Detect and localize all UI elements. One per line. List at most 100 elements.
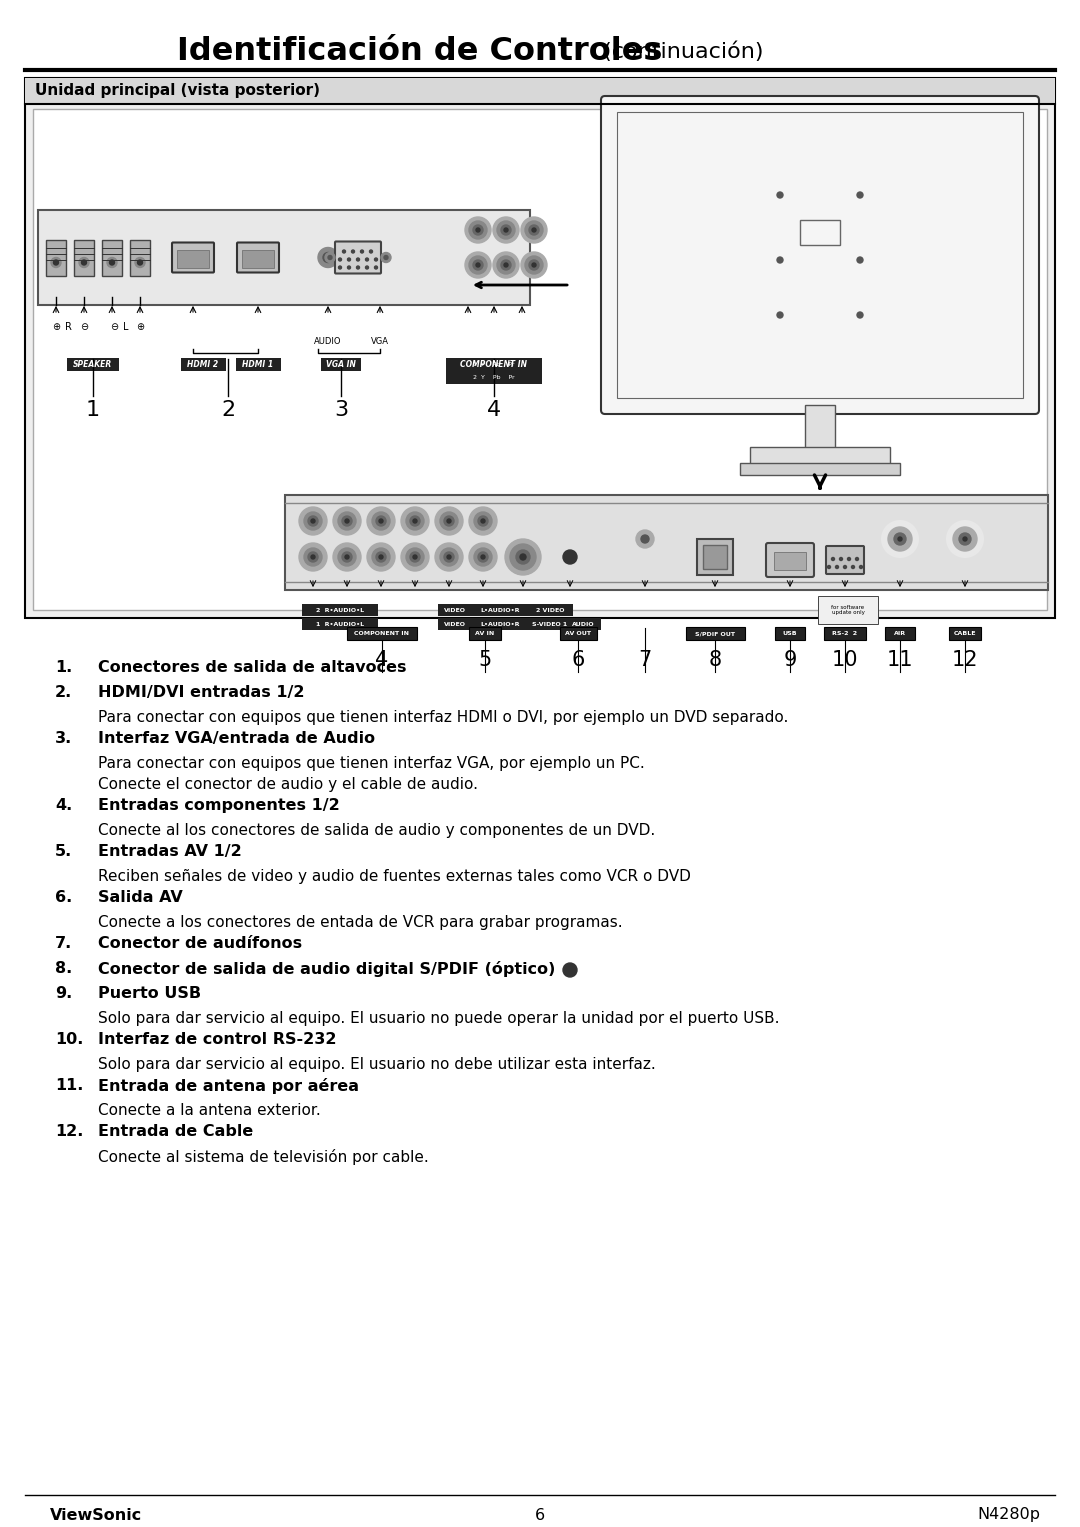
Text: USB: USB: [783, 631, 797, 637]
Text: Conecte al los conectores de salida de audio y componentes de un DVD.: Conecte al los conectores de salida de a…: [98, 823, 656, 838]
Text: ⊖: ⊖: [110, 322, 118, 331]
Text: Conecte a los conectores de entada de VCR para grabar programas.: Conecte a los conectores de entada de VC…: [98, 915, 623, 930]
FancyBboxPatch shape: [237, 243, 279, 272]
Text: VGA IN: VGA IN: [326, 360, 356, 370]
Text: 5.: 5.: [55, 844, 72, 860]
Circle shape: [858, 192, 863, 199]
Circle shape: [79, 258, 89, 267]
Circle shape: [137, 260, 143, 266]
Text: Conectores de salida de altavoces: Conectores de salida de altavoces: [98, 660, 406, 675]
Circle shape: [401, 507, 429, 534]
Bar: [302, 605, 378, 615]
Circle shape: [345, 554, 349, 559]
Text: Interfaz de control RS-232: Interfaz de control RS-232: [98, 1032, 337, 1048]
Text: COMPONENT IN: COMPONENT IN: [354, 631, 409, 637]
Circle shape: [532, 263, 536, 267]
Circle shape: [375, 258, 378, 261]
Circle shape: [516, 550, 530, 563]
Text: Entradas AV 1/2: Entradas AV 1/2: [98, 844, 242, 860]
FancyBboxPatch shape: [600, 96, 1039, 414]
Bar: [775, 628, 805, 640]
Text: CABLE: CABLE: [954, 631, 976, 637]
Bar: [46, 240, 66, 275]
Bar: [75, 240, 94, 275]
Text: ⊖: ⊖: [80, 322, 89, 331]
Text: Salida AV: Salida AV: [98, 890, 183, 906]
Circle shape: [563, 964, 577, 977]
Text: Unidad principal (vista posterior): Unidad principal (vista posterior): [35, 84, 320, 99]
Text: (continuación): (continuación): [596, 41, 764, 63]
Text: for software
update only: for software update only: [832, 605, 865, 615]
Bar: [818, 596, 878, 625]
Text: RS-2  2: RS-2 2: [833, 631, 858, 637]
Text: ViewSonic: ViewSonic: [50, 1507, 143, 1522]
Circle shape: [299, 544, 327, 571]
Text: HDMI 1: HDMI 1: [242, 360, 273, 370]
Circle shape: [478, 551, 488, 562]
Bar: [559, 628, 596, 640]
Bar: [469, 628, 501, 640]
Circle shape: [465, 252, 491, 278]
Circle shape: [376, 516, 386, 525]
FancyBboxPatch shape: [766, 544, 814, 577]
Text: ⊕: ⊕: [136, 322, 144, 331]
Bar: [527, 605, 573, 615]
Text: R: R: [65, 322, 71, 331]
Circle shape: [372, 548, 390, 567]
Text: 6.: 6.: [55, 890, 72, 906]
Circle shape: [563, 550, 577, 563]
Circle shape: [476, 263, 480, 267]
Bar: [321, 357, 361, 371]
Text: 11: 11: [887, 651, 914, 670]
Circle shape: [333, 544, 361, 571]
Circle shape: [303, 512, 322, 530]
Text: ⊕: ⊕: [52, 322, 60, 331]
Text: Entrada de Cable: Entrada de Cable: [98, 1124, 253, 1139]
Text: 3.: 3.: [55, 731, 72, 747]
Circle shape: [469, 221, 487, 240]
Text: Conector de audífonos: Conector de audífonos: [98, 936, 302, 951]
Text: HDMI 2: HDMI 2: [188, 360, 218, 370]
Circle shape: [465, 217, 491, 243]
Circle shape: [435, 544, 463, 571]
Text: AV OUT: AV OUT: [565, 631, 591, 637]
Bar: [437, 618, 473, 631]
Circle shape: [311, 554, 315, 559]
Circle shape: [323, 252, 333, 263]
Text: Solo para dar servicio al equipo. El usuario no debe utilizar esta interfaz.: Solo para dar servicio al equipo. El usu…: [98, 1057, 656, 1072]
Circle shape: [326, 255, 330, 260]
Circle shape: [510, 544, 536, 570]
Circle shape: [777, 312, 783, 318]
Text: VIDEO: VIDEO: [444, 621, 465, 626]
Circle shape: [832, 557, 835, 560]
Bar: [102, 240, 122, 275]
Circle shape: [413, 519, 417, 524]
Text: 11.: 11.: [55, 1078, 83, 1093]
Circle shape: [308, 551, 318, 562]
Circle shape: [474, 512, 492, 530]
Text: Identificación de Controles: Identificación de Controles: [177, 37, 663, 67]
Circle shape: [311, 519, 315, 524]
Circle shape: [345, 519, 349, 524]
Circle shape: [851, 565, 854, 568]
Circle shape: [372, 512, 390, 530]
Circle shape: [504, 263, 508, 267]
Text: Entradas componentes 1/2: Entradas componentes 1/2: [98, 799, 340, 812]
Bar: [703, 545, 727, 570]
Text: L•AUDIO•R: L•AUDIO•R: [481, 621, 519, 626]
Text: Solo para dar servicio al equipo. El usuario no puede operar la unidad por el pu: Solo para dar servicio al equipo. El usu…: [98, 1011, 780, 1026]
Bar: [800, 220, 840, 244]
FancyBboxPatch shape: [335, 241, 381, 273]
Circle shape: [338, 266, 341, 269]
Circle shape: [361, 250, 364, 253]
Bar: [805, 405, 835, 455]
Circle shape: [348, 266, 351, 269]
Circle shape: [836, 565, 838, 568]
Circle shape: [839, 557, 842, 560]
Circle shape: [777, 192, 783, 199]
Bar: [697, 539, 733, 576]
Text: 6: 6: [571, 651, 584, 670]
Text: Puerto USB: Puerto USB: [98, 986, 201, 1002]
Text: 5: 5: [478, 651, 491, 670]
Bar: [446, 371, 542, 383]
